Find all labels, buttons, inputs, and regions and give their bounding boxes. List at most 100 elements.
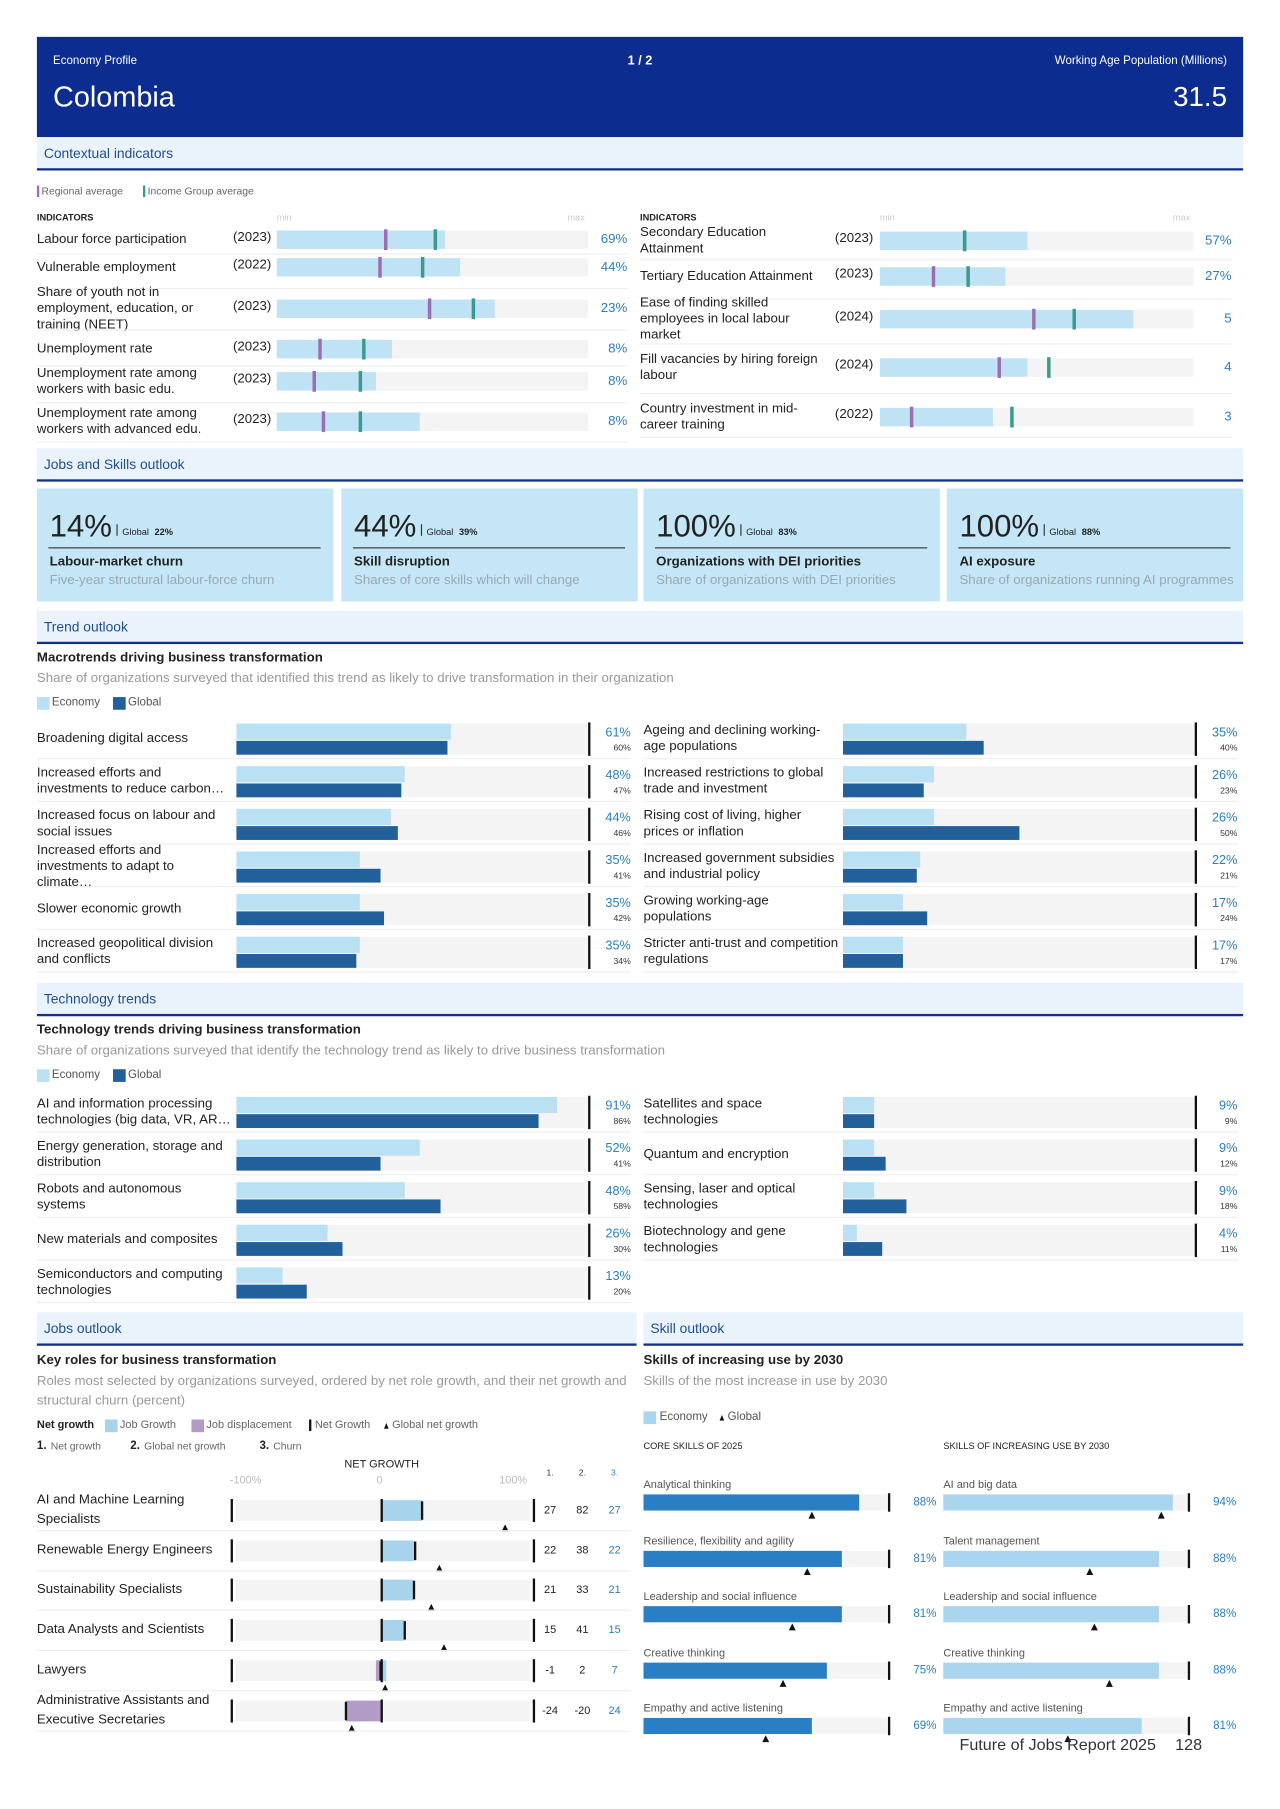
churn-value: 27 [608, 1504, 621, 1517]
global-marker [435, 1564, 443, 1572]
kpi-global-value: 39% [458, 527, 478, 538]
global-bar [842, 1199, 907, 1214]
global-growth-value: 38 [576, 1544, 589, 1557]
zero-line [380, 1538, 383, 1563]
economy-value: 26% [1211, 811, 1238, 825]
chart-title: Macrotrends driving business transformat… [36, 650, 323, 665]
kpi-card [36, 488, 334, 602]
kpi-title: Skill disruption [354, 555, 450, 570]
global-bar [236, 954, 356, 968]
column-key-label: Global net growth [144, 1440, 226, 1452]
net-growth-marker [344, 1701, 347, 1720]
role-label: Renewable Energy Engineers [36, 1543, 213, 1557]
skill-label: Leadership and social influence [643, 1590, 797, 1604]
indicator-year: (2023) [232, 372, 272, 386]
indicator-label: Tertiary Education Attainment [640, 269, 813, 284]
income-marker [1009, 406, 1014, 428]
global-value: 21% [1220, 870, 1238, 881]
global-bar [236, 1114, 539, 1129]
row-divider [36, 800, 631, 802]
skill-bar [643, 1662, 827, 1679]
global-value: 34% [613, 955, 631, 967]
axis-end [588, 1138, 591, 1172]
indicator-bar [276, 372, 377, 391]
global-value: 9% [1224, 1115, 1238, 1127]
indicator-bar [276, 339, 392, 359]
legend-label: Global net growth [392, 1418, 478, 1432]
trend-label: Satellites and space technologies [643, 1096, 763, 1127]
section-bar [643, 1312, 1244, 1346]
legend-triangle [719, 1414, 725, 1421]
trend-label: Robots and autonomous systems [36, 1182, 182, 1213]
regional-marker [384, 229, 388, 251]
axis-end [588, 1095, 591, 1130]
global-bar [236, 868, 381, 883]
economy-value: 35% [1211, 725, 1238, 740]
axis-end [887, 1660, 891, 1680]
trend-label: Increased focus on labour and social iss… [36, 808, 216, 839]
legend-label: Net Growth [314, 1418, 371, 1432]
churn-value: 22 [608, 1544, 621, 1557]
row-divider [36, 441, 628, 443]
trend-label: Increased efforts and investments to ada… [36, 843, 175, 890]
chart-title: Key roles for business transformation [36, 1353, 277, 1368]
economy-value: 22% [1211, 853, 1238, 868]
trend-label: Rising cost of living, higher prices or … [643, 808, 802, 839]
role-label: Data Analysts and Scientists [36, 1622, 205, 1637]
global-value: 23% [1220, 785, 1238, 796]
global-value: 58% [613, 1201, 631, 1212]
section-title: Jobs outlook [43, 1320, 122, 1337]
indicator-year: (2024) [834, 358, 874, 373]
axis-end [532, 1658, 536, 1682]
row-divider [36, 1301, 631, 1304]
job-displacement-bar [345, 1700, 382, 1721]
skill-label: Empathy and active listening [643, 1702, 783, 1716]
economy-value: 35% [605, 853, 631, 868]
row-divider [640, 436, 1232, 438]
column-header: 2. [578, 1467, 586, 1478]
net-growth-marker [412, 1581, 415, 1600]
economy-value: 48% [605, 768, 631, 783]
row-divider [643, 1174, 1238, 1176]
legend-swatch [191, 1419, 205, 1433]
kpi-global-value: 83% [778, 527, 797, 538]
skill-value: 88% [1213, 1663, 1237, 1677]
skill-value: 81% [1213, 1719, 1237, 1733]
legend-label: Regional average [41, 185, 123, 198]
skill-bar [943, 1494, 1174, 1511]
axis-end [1187, 1549, 1191, 1568]
footer-page: 128 [1175, 1735, 1203, 1754]
global-bar [842, 911, 928, 926]
trend-label: Increased government subsidies and indus… [643, 851, 835, 882]
axis-end [1194, 1223, 1198, 1258]
global-bar [236, 1242, 342, 1256]
kpi-value: 100% [656, 508, 736, 544]
global-bar [236, 826, 399, 840]
row-divider [36, 1259, 631, 1261]
skill-bar [943, 1717, 1142, 1735]
indicator-year: (2023) [834, 231, 874, 246]
economy-value: 9% [1219, 1099, 1238, 1114]
regional-marker [931, 266, 935, 287]
global-value: 24% [1220, 913, 1238, 924]
indicator-bar [276, 412, 420, 431]
legend-swatch [113, 1069, 126, 1082]
income-marker [965, 266, 970, 287]
regional-marker [321, 411, 326, 433]
global-marker [789, 1623, 797, 1631]
section-bar [36, 1312, 637, 1346]
indicator-year: (2023) [232, 339, 272, 354]
skill-label: Empathy and active listening [943, 1702, 1083, 1716]
economy-value: 9% [1219, 1184, 1238, 1199]
skill-bar [943, 1662, 1159, 1679]
row-divider [36, 758, 631, 760]
global-value: 17% [1220, 955, 1238, 967]
kpi-global-label: Global [426, 527, 454, 538]
axis-title: NET GROWTH [344, 1458, 420, 1471]
indicator-value: 3 [1224, 410, 1232, 425]
economy-bar [842, 894, 903, 911]
net-growth-value: 27 [543, 1504, 557, 1517]
axis-start [230, 1578, 233, 1603]
income-marker [359, 411, 363, 433]
economy-bar [236, 723, 451, 740]
